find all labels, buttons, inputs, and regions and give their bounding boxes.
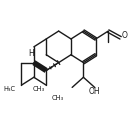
Text: CH₃: CH₃ xyxy=(51,95,63,101)
Text: H₃C: H₃C xyxy=(3,85,15,92)
Text: CH₃: CH₃ xyxy=(32,85,45,92)
Text: H: H xyxy=(29,49,34,58)
Text: OH: OH xyxy=(89,87,101,96)
Text: O: O xyxy=(121,31,127,39)
